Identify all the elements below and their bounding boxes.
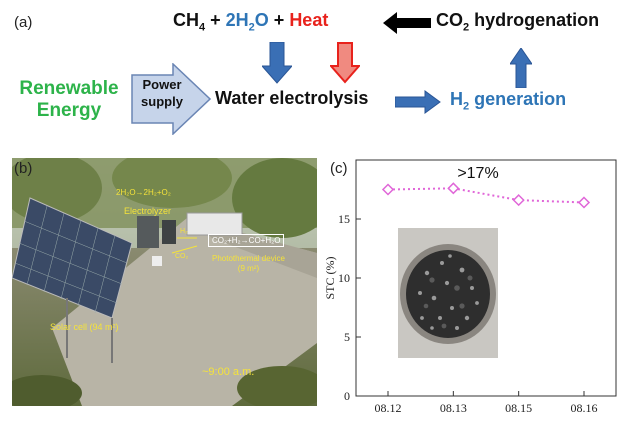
plus-sign: + bbox=[205, 10, 226, 30]
ch4-text: CH4 bbox=[173, 10, 206, 34]
panel-b-label: (b) bbox=[14, 160, 33, 177]
water-electrolysis-label: Water electrolysis bbox=[215, 88, 369, 108]
panel-a-label: (a) bbox=[14, 14, 33, 31]
y-tick-label: 10 bbox=[338, 271, 350, 285]
methane-water-heat-equation: CH4 + 2H2O + Heat bbox=[173, 10, 328, 34]
photothermal-reaction-box: CO₂+H₂→CO+H₂O bbox=[208, 234, 285, 247]
blue-down-arrow-icon bbox=[262, 42, 292, 84]
y-tick-label: 5 bbox=[344, 330, 350, 344]
plus-sign: + bbox=[268, 10, 290, 30]
y-axis-label: STC (%) bbox=[323, 257, 337, 300]
inset-photo bbox=[398, 228, 498, 358]
x-axis: 08.12 08.13 08.15 08.16 bbox=[375, 391, 598, 415]
left-arrow-icon bbox=[383, 12, 431, 34]
power-supply-arrow-icon bbox=[131, 63, 211, 135]
stc-chart: 0 5 10 15 08.12 08.13 08.15 08.16 STC (%) >17% bbox=[323, 159, 617, 415]
blue-right-arrow-icon bbox=[395, 90, 441, 114]
photothermal-device-label: Photothermal device (9 m²) bbox=[212, 254, 285, 273]
x-tick-label: 08.15 bbox=[505, 401, 532, 415]
y-tick-label: 0 bbox=[344, 389, 350, 403]
red-down-arrow-icon bbox=[330, 42, 360, 84]
electrolyzer-label: Electrolyzer bbox=[124, 206, 172, 216]
heat-text: Heat bbox=[289, 10, 329, 30]
stc-data-point bbox=[381, 183, 395, 196]
y-tick-label: 15 bbox=[338, 212, 350, 226]
solar-cell-label: Solar cell (94 m²) bbox=[50, 322, 119, 332]
stc-data-point bbox=[512, 194, 525, 207]
power-supply-label: Power supply bbox=[141, 77, 183, 109]
h2-generation-label: H2 generation bbox=[450, 89, 567, 113]
electrolysis-reaction-text: 2H₂O→2H₂+O₂ bbox=[116, 188, 171, 197]
panel-c-label: (c) bbox=[330, 160, 348, 177]
field-photo: 2H₂O→2H₂+O₂ Electrolyzer H₂ CO₂ CO₂+H₂→C… bbox=[12, 158, 317, 406]
stc-data-point bbox=[577, 196, 591, 209]
blue-up-arrow-icon bbox=[510, 48, 532, 88]
stc-series bbox=[381, 182, 591, 209]
co2-small-label: CO₂ bbox=[175, 253, 189, 260]
stc-data-point bbox=[447, 182, 460, 195]
renewable-energy-label: Renewable Energy bbox=[19, 78, 119, 121]
field-scene-illustration bbox=[12, 158, 317, 406]
water-text: 2H2O bbox=[225, 10, 269, 34]
co2-hydrogenation-label: CO2 hydrogenation bbox=[436, 10, 600, 34]
time-label: ~9:00 a.m. bbox=[202, 366, 255, 378]
h2-small-label: H₂ bbox=[180, 228, 188, 235]
x-tick-label: 08.13 bbox=[440, 401, 467, 415]
x-tick-label: 08.12 bbox=[375, 401, 402, 415]
x-tick-label: 08.16 bbox=[571, 401, 598, 415]
stc-annotation: >17% bbox=[457, 165, 498, 182]
stc-series-line bbox=[387, 187, 585, 204]
y-axis: 0 5 10 15 bbox=[338, 212, 361, 403]
